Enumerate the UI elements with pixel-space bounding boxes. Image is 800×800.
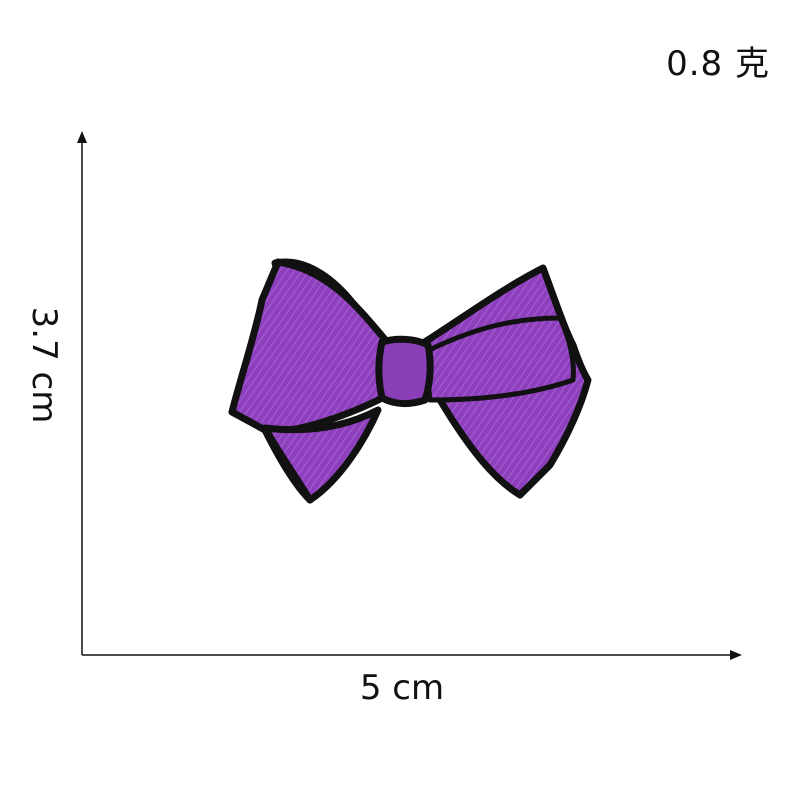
weight-label: 0.8 克 xyxy=(666,44,770,84)
vertical-arrowhead xyxy=(77,131,87,143)
bow-knot xyxy=(375,335,434,407)
horizontal-arrowhead xyxy=(730,650,742,660)
bow-shape xyxy=(228,258,592,504)
right-fold xyxy=(422,315,576,403)
left-tail xyxy=(261,406,382,504)
width-label: 5 cm xyxy=(0,668,800,708)
width-label-text: 5 cm xyxy=(359,668,445,708)
